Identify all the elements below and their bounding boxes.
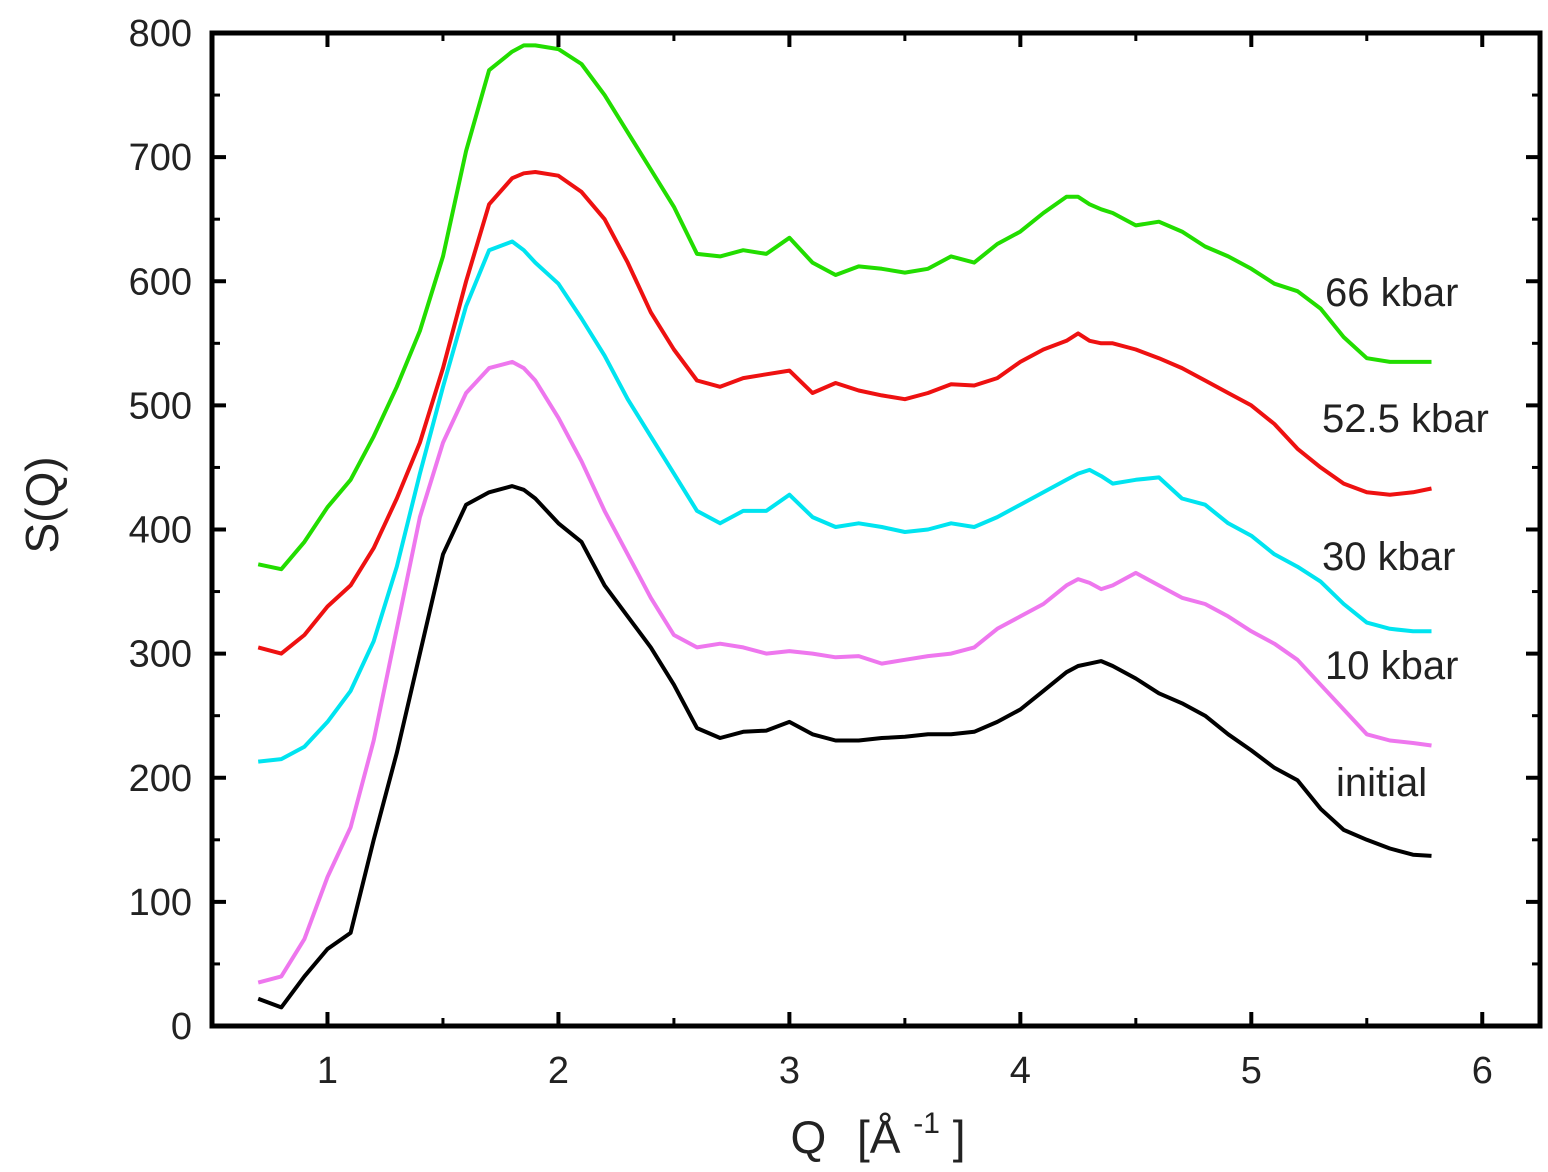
series-label: 30 kbar: [1322, 535, 1455, 579]
series-line-66-kbar: [258, 45, 1431, 569]
x-tick-label: 6: [1472, 1050, 1493, 1092]
y-tick-label: 0: [171, 1006, 192, 1048]
y-tick-label: 800: [129, 13, 192, 55]
series-line-30-kbar: [258, 242, 1431, 762]
x-axis-title-bracket: ]: [953, 1111, 966, 1163]
x-axis-title-unit: [Å: [857, 1111, 901, 1163]
series-label: 66 kbar: [1325, 271, 1458, 315]
x-tick-label: 1: [317, 1050, 338, 1092]
ticks-layer: [212, 33, 1540, 1026]
series-label: initial: [1336, 761, 1427, 805]
y-tick-label: 200: [129, 758, 192, 800]
series-layer: [258, 45, 1431, 1007]
series-line-initial: [258, 486, 1431, 1007]
y-tick-label: 600: [129, 261, 192, 303]
y-tick-label: 400: [129, 510, 192, 552]
labels-layer: 1 2 3 4 5 6 0 100 200 300 400 500 600 700 800 66 kbar 52…: [129, 13, 1493, 1092]
x-axis-title-exponent: -1: [913, 1107, 940, 1140]
x-tick-label: 2: [548, 1050, 569, 1092]
x-axis-title: Q [Å -1 ]: [790, 1091, 965, 1163]
plot-frame: [212, 33, 1540, 1026]
y-tick-label: 700: [129, 137, 192, 179]
y-tick-label: 100: [129, 882, 192, 924]
series-line-10-kbar: [258, 362, 1431, 983]
y-tick-label: 300: [129, 634, 192, 676]
series-label: 10 kbar: [1325, 644, 1458, 688]
x-tick-label: 3: [779, 1050, 800, 1092]
y-tick-label: 500: [129, 385, 192, 427]
x-tick-label: 4: [1010, 1050, 1031, 1092]
series-label: 52.5 kbar: [1322, 397, 1489, 441]
x-tick-label: 5: [1241, 1050, 1262, 1092]
y-axis-title: S(Q): [16, 456, 68, 553]
x-axis-title-symbol: Q: [790, 1111, 826, 1163]
